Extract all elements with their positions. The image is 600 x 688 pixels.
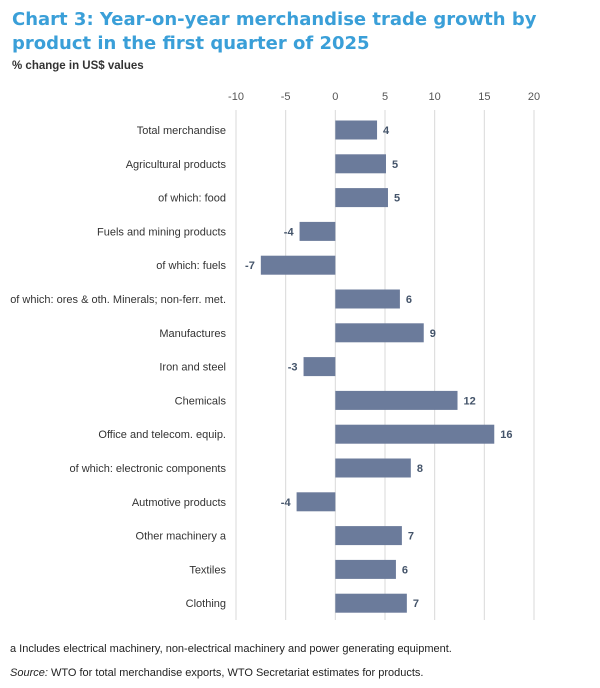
data-label: -7 — [245, 260, 255, 272]
x-axis-ticks: -10 -5 0 5 10 15 20 — [228, 91, 540, 103]
data-label: -3 — [288, 362, 298, 374]
data-label: 5 — [392, 159, 398, 171]
value-labels: 4 5 5 -4 -7 6 9 -3 12 16 8 -4 7 6 7 — [245, 125, 512, 610]
bar — [335, 458, 411, 478]
bar — [260, 255, 336, 275]
category-label: of which: electronic components — [69, 463, 226, 475]
x-tick-label: -5 — [281, 91, 291, 103]
bar — [335, 526, 402, 546]
category-label: of which: ores & oth. Minerals; non-ferr… — [10, 294, 226, 306]
category-label: Fuels and mining products — [97, 226, 227, 238]
source-text: WTO for total merchandise exports, WTO S… — [47, 667, 424, 679]
bar — [303, 357, 336, 377]
category-label: of which: fuels — [156, 260, 226, 272]
category-label: Other machinery a — [136, 531, 227, 543]
bar — [335, 593, 407, 613]
data-label: 6 — [402, 564, 408, 576]
data-label: 12 — [464, 395, 476, 407]
category-label: Manufactures — [159, 328, 226, 340]
category-label: of which: food — [158, 193, 226, 205]
category-labels: Total merchandise Agricultural products of… — [10, 125, 227, 610]
bar — [335, 289, 400, 309]
category-label: Textiles — [189, 564, 226, 576]
category-label: Iron and steel — [159, 362, 226, 374]
x-tick-label: 20 — [528, 91, 540, 103]
bar — [335, 323, 424, 343]
data-label: -4 — [281, 497, 292, 509]
category-label: Office and telecom. equip. — [98, 429, 226, 441]
data-label: 7 — [413, 598, 419, 610]
data-label: 9 — [430, 328, 436, 340]
category-label: Total merchandise — [137, 125, 226, 137]
bar — [335, 390, 458, 410]
category-label: Clothing — [186, 598, 226, 610]
bar — [335, 120, 378, 140]
x-tick-label: -10 — [228, 91, 244, 103]
data-label: 8 — [417, 463, 423, 475]
source-note: Source: WTO for total merchandise export… — [10, 667, 423, 679]
bar — [335, 188, 388, 208]
bar — [335, 559, 396, 579]
bar — [296, 492, 336, 512]
bar-chart: -10 -5 0 5 10 15 20 Total merchandise Agricultu… — [10, 91, 540, 620]
data-label: 7 — [408, 531, 414, 543]
bar — [335, 424, 495, 444]
chart-subtitle: % change in US$ values — [12, 60, 144, 72]
data-label: -4 — [284, 226, 295, 238]
data-label: 6 — [406, 294, 412, 306]
x-tick-label: 5 — [382, 91, 388, 103]
x-tick-label: 0 — [332, 91, 338, 103]
bar — [299, 221, 336, 241]
bar — [335, 154, 386, 174]
category-label: Autmotive products — [132, 497, 227, 509]
source-label: Source: — [10, 667, 48, 679]
category-label: Chemicals — [175, 395, 227, 407]
footnote: a Includes electrical machinery, non-ele… — [10, 643, 452, 655]
data-label: 16 — [500, 429, 512, 441]
category-label: Agricultural products — [126, 159, 227, 171]
x-tick-label: 15 — [478, 91, 490, 103]
x-tick-label: 10 — [429, 91, 441, 103]
data-label: 4 — [383, 125, 390, 137]
bars — [260, 120, 495, 613]
chart-title: Chart 3: Year-on-year merchandise trade … — [12, 9, 537, 54]
data-label: 5 — [394, 193, 400, 205]
